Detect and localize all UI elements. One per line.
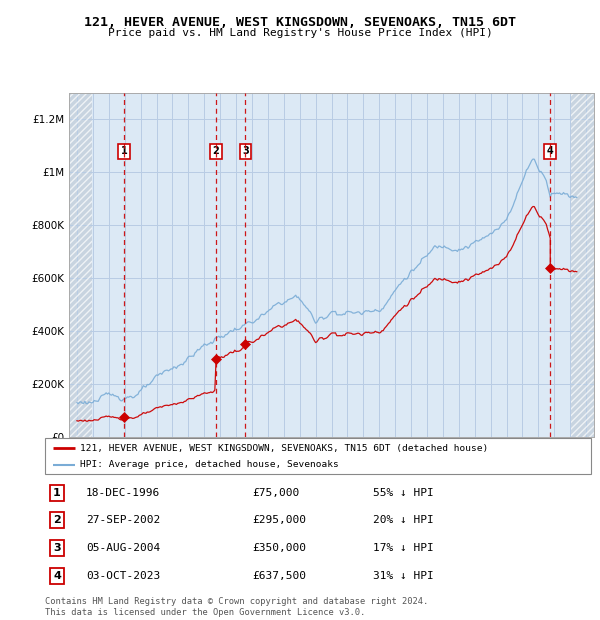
Text: 17% ↓ HPI: 17% ↓ HPI	[373, 543, 433, 553]
Text: 20% ↓ HPI: 20% ↓ HPI	[373, 515, 433, 525]
Text: 05-AUG-2004: 05-AUG-2004	[86, 543, 160, 553]
Bar	[571, 93, 594, 437]
Text: 55% ↓ HPI: 55% ↓ HPI	[373, 487, 433, 498]
Bar	[69, 93, 92, 437]
Text: 2: 2	[53, 515, 61, 525]
Text: 2: 2	[212, 146, 220, 156]
FancyBboxPatch shape	[45, 438, 591, 474]
Text: 31% ↓ HPI: 31% ↓ HPI	[373, 570, 433, 581]
Bar	[571, 93, 594, 437]
Text: £75,000: £75,000	[253, 487, 300, 498]
Text: £295,000: £295,000	[253, 515, 307, 525]
Text: 1: 1	[121, 146, 127, 156]
Text: 3: 3	[242, 146, 249, 156]
Text: 27-SEP-2002: 27-SEP-2002	[86, 515, 160, 525]
Text: 121, HEVER AVENUE, WEST KINGSDOWN, SEVENOAKS, TN15 6DT (detached house): 121, HEVER AVENUE, WEST KINGSDOWN, SEVEN…	[80, 443, 489, 453]
Text: 121, HEVER AVENUE, WEST KINGSDOWN, SEVENOAKS, TN15 6DT: 121, HEVER AVENUE, WEST KINGSDOWN, SEVEN…	[84, 16, 516, 29]
Text: 3: 3	[53, 543, 61, 553]
Text: Contains HM Land Registry data © Crown copyright and database right 2024.
This d: Contains HM Land Registry data © Crown c…	[45, 598, 428, 617]
Bar	[69, 93, 92, 437]
Text: 1: 1	[53, 487, 61, 498]
Text: 4: 4	[547, 146, 554, 156]
Text: 03-OCT-2023: 03-OCT-2023	[86, 570, 160, 581]
Text: 18-DEC-1996: 18-DEC-1996	[86, 487, 160, 498]
Text: £350,000: £350,000	[253, 543, 307, 553]
Text: £637,500: £637,500	[253, 570, 307, 581]
Text: Price paid vs. HM Land Registry's House Price Index (HPI): Price paid vs. HM Land Registry's House …	[107, 28, 493, 38]
Text: 4: 4	[53, 570, 61, 581]
Text: HPI: Average price, detached house, Sevenoaks: HPI: Average price, detached house, Seve…	[80, 460, 339, 469]
